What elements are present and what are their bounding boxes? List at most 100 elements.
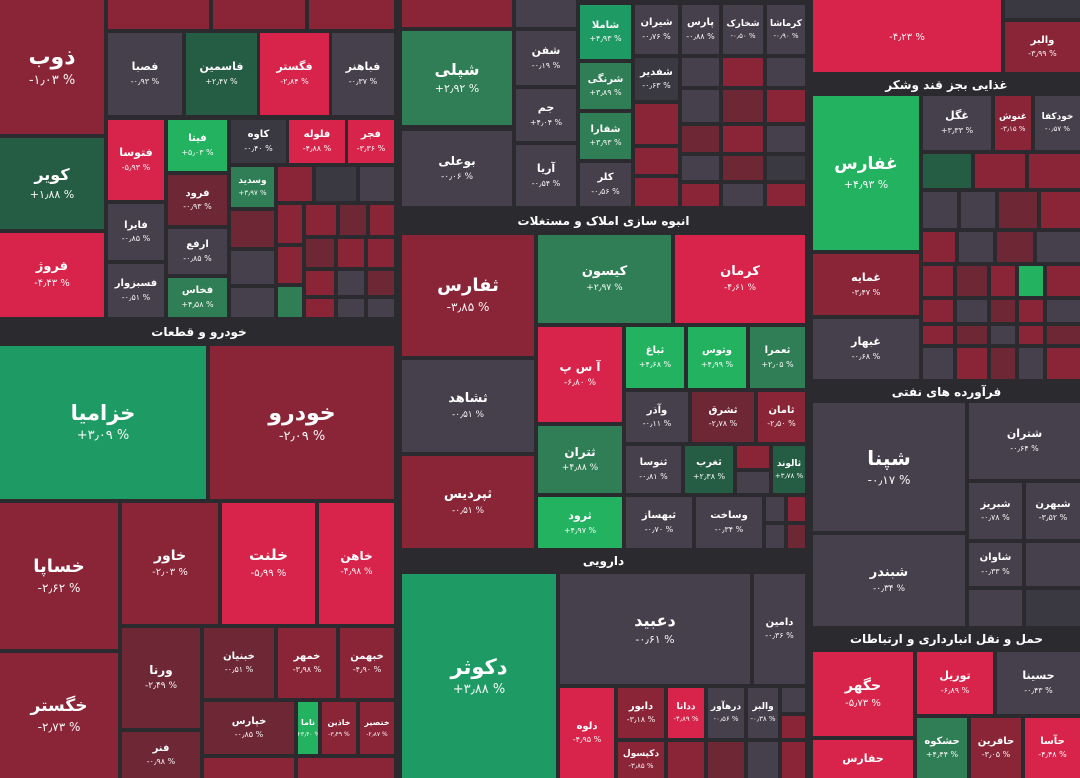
stock-tile[interactable] bbox=[338, 239, 364, 267]
sector-header-pharma[interactable]: دارویی bbox=[402, 550, 805, 572]
stock-tile[interactable] bbox=[766, 525, 784, 548]
stock-tile[interactable] bbox=[767, 156, 805, 180]
stock-tile[interactable]: خمهر % ۳٫۹۸- bbox=[278, 628, 336, 698]
stock-tile[interactable]: فباهنر % ۰٫۳۷- bbox=[332, 33, 394, 115]
stock-tile[interactable] bbox=[231, 251, 274, 284]
stock-tile[interactable] bbox=[923, 348, 953, 379]
stock-tile[interactable]: وآذر % ۰٫۱۱- bbox=[626, 392, 688, 442]
stock-tile[interactable] bbox=[204, 758, 294, 778]
stock-tile[interactable] bbox=[306, 271, 334, 295]
stock-tile[interactable]: خزامیا % ۳٫۰۹+ bbox=[0, 346, 206, 499]
stock-tile[interactable]: بوعلی % ۰٫۰۶- bbox=[402, 131, 512, 206]
stock-tile[interactable] bbox=[278, 205, 302, 243]
stock-tile[interactable]: ثامان % ۲٫۵۰- bbox=[758, 392, 805, 442]
stock-tile[interactable] bbox=[782, 716, 805, 738]
stock-tile[interactable] bbox=[306, 205, 336, 235]
stock-tile[interactable] bbox=[231, 211, 274, 247]
stock-tile[interactable] bbox=[991, 326, 1015, 344]
stock-tile[interactable]: ثبهساز % ۰٫۷۰- bbox=[626, 497, 692, 548]
stock-tile[interactable] bbox=[682, 58, 719, 86]
sector-header-transport[interactable]: حمل و نقل انبارداری و ارتباطات bbox=[813, 628, 1080, 650]
stock-tile[interactable] bbox=[368, 299, 394, 317]
stock-tile[interactable] bbox=[723, 156, 763, 180]
stock-tile[interactable] bbox=[723, 58, 763, 86]
stock-tile[interactable] bbox=[923, 154, 971, 188]
stock-tile[interactable]: شپلی % ۲٫۹۲+ bbox=[402, 31, 512, 125]
stock-tile[interactable]: وتوس % ۴٫۹۹+ bbox=[688, 327, 746, 388]
stock-tile[interactable] bbox=[991, 348, 1015, 379]
stock-tile[interactable] bbox=[682, 156, 719, 180]
stock-tile[interactable] bbox=[338, 271, 364, 295]
stock-tile[interactable]: خبهمن % ۴٫۹۰- bbox=[340, 628, 394, 698]
stock-tile[interactable]: حآسا % ۴٫۴۸- bbox=[1025, 718, 1080, 778]
stock-tile[interactable] bbox=[309, 0, 394, 29]
stock-tile[interactable] bbox=[975, 154, 1025, 188]
stock-tile[interactable] bbox=[1019, 326, 1043, 344]
stock-tile[interactable]: کرمان % ۴٫۶۱- bbox=[675, 235, 805, 323]
stock-tile[interactable]: خبنیان % ۰٫۵۱- bbox=[204, 628, 274, 698]
stock-tile[interactable]: فیتا % ۵٫۰۳+ bbox=[168, 120, 227, 171]
stock-tile[interactable] bbox=[370, 205, 394, 235]
stock-tile[interactable] bbox=[748, 742, 778, 778]
stock-tile[interactable]: کلر % ۰٫۵۶- bbox=[580, 163, 631, 206]
stock-tile[interactable] bbox=[767, 126, 805, 152]
stock-tile[interactable]: ثالوند % ۳٫۷۸+ bbox=[773, 446, 805, 493]
stock-tile[interactable] bbox=[635, 104, 678, 144]
stock-tile[interactable] bbox=[668, 742, 704, 778]
stock-tile[interactable]: فخاس % ۴٫۵۸+ bbox=[168, 278, 227, 317]
stock-tile[interactable]: حافرین % ۳٫۰۵- bbox=[971, 718, 1021, 778]
stock-tile[interactable]: حگهر % ۵٫۷۳- bbox=[813, 652, 913, 736]
stock-tile[interactable] bbox=[340, 205, 366, 235]
stock-tile[interactable] bbox=[959, 232, 993, 262]
stock-tile[interactable] bbox=[788, 525, 805, 548]
stock-tile[interactable]: ورنا % ۲٫۴۹- bbox=[122, 628, 200, 728]
stock-tile[interactable] bbox=[1005, 0, 1080, 18]
stock-tile[interactable] bbox=[957, 300, 987, 322]
stock-tile[interactable] bbox=[635, 148, 678, 174]
stock-tile[interactable] bbox=[782, 742, 805, 778]
stock-tile[interactable] bbox=[999, 192, 1037, 228]
stock-tile[interactable] bbox=[306, 299, 334, 317]
stock-tile[interactable]: شاملا % ۴٫۹۳+ bbox=[580, 5, 631, 59]
sector-header-realestate[interactable]: انبوه سازی املاک و مستغلات bbox=[402, 210, 805, 232]
sector-header-auto[interactable]: خودرو و قطعات bbox=[0, 321, 398, 343]
stock-tile[interactable] bbox=[682, 90, 719, 122]
stock-tile[interactable] bbox=[1047, 300, 1080, 322]
stock-tile[interactable]: کاوه % ۰٫۴۰- bbox=[231, 120, 286, 163]
stock-tile[interactable] bbox=[788, 497, 805, 521]
stock-tile[interactable] bbox=[969, 590, 1022, 626]
stock-tile[interactable]: دابور % ۳٫۱۸- bbox=[618, 688, 664, 738]
stock-tile[interactable] bbox=[737, 472, 769, 493]
stock-tile[interactable]: فرود % ۰٫۹۳- bbox=[168, 175, 227, 225]
stock-tile[interactable] bbox=[1026, 543, 1080, 586]
stock-tile[interactable]: غبهار % ۰٫۶۸- bbox=[813, 319, 919, 379]
stock-tile[interactable]: ثشرق % ۲٫۷۸- bbox=[692, 392, 754, 442]
stock-tile[interactable] bbox=[368, 239, 394, 267]
stock-tile[interactable]: آریا % ۰٫۵۴- bbox=[516, 145, 576, 206]
stock-tile[interactable] bbox=[782, 688, 805, 712]
stock-tile[interactable]: خودکفا % ۰٫۵۷- bbox=[1035, 96, 1080, 150]
stock-tile[interactable] bbox=[1019, 266, 1043, 296]
stock-tile[interactable]: فنر % ۰٫۹۸- bbox=[122, 732, 200, 778]
stock-tile[interactable] bbox=[278, 247, 302, 283]
stock-tile[interactable]: والبر % ۰٫۳۸- bbox=[748, 688, 778, 738]
stock-tile[interactable]: فروژ % ۴٫۴۳- bbox=[0, 233, 104, 317]
stock-tile[interactable]: فگستر % ۲٫۸۴- bbox=[260, 33, 329, 115]
stock-tile[interactable] bbox=[708, 742, 744, 778]
stock-tile[interactable]: ذوب % ۱٫۰۳- bbox=[0, 0, 104, 134]
stock-tile[interactable]: غفارس % ۴٫۹۳+ bbox=[813, 96, 919, 250]
stock-tile[interactable]: دعبید % ۰٫۶۱- bbox=[560, 574, 750, 684]
stock-tile[interactable] bbox=[766, 497, 784, 521]
stock-tile[interactable] bbox=[957, 348, 987, 379]
stock-tile[interactable]: شفارا % ۳٫۹۳+ bbox=[580, 113, 631, 159]
stock-tile[interactable]: شپنا % ۰٫۱۷- bbox=[813, 403, 965, 531]
stock-tile[interactable]: کرماشا % ۰٫۹۰- bbox=[767, 5, 805, 54]
stock-tile[interactable] bbox=[991, 300, 1015, 322]
stock-tile[interactable] bbox=[923, 266, 953, 296]
stock-tile[interactable]: خپارس % ۰٫۸۵- bbox=[204, 702, 294, 754]
stock-tile[interactable] bbox=[1041, 192, 1080, 228]
stock-tile[interactable]: غگل % ۳٫۳۳+ bbox=[923, 96, 991, 150]
stock-tile[interactable] bbox=[682, 184, 719, 206]
stock-tile[interactable]: ثرود % ۴٫۹۷+ bbox=[538, 497, 622, 548]
stock-tile[interactable]: ثپردیس % ۰٫۵۱- bbox=[402, 456, 534, 548]
